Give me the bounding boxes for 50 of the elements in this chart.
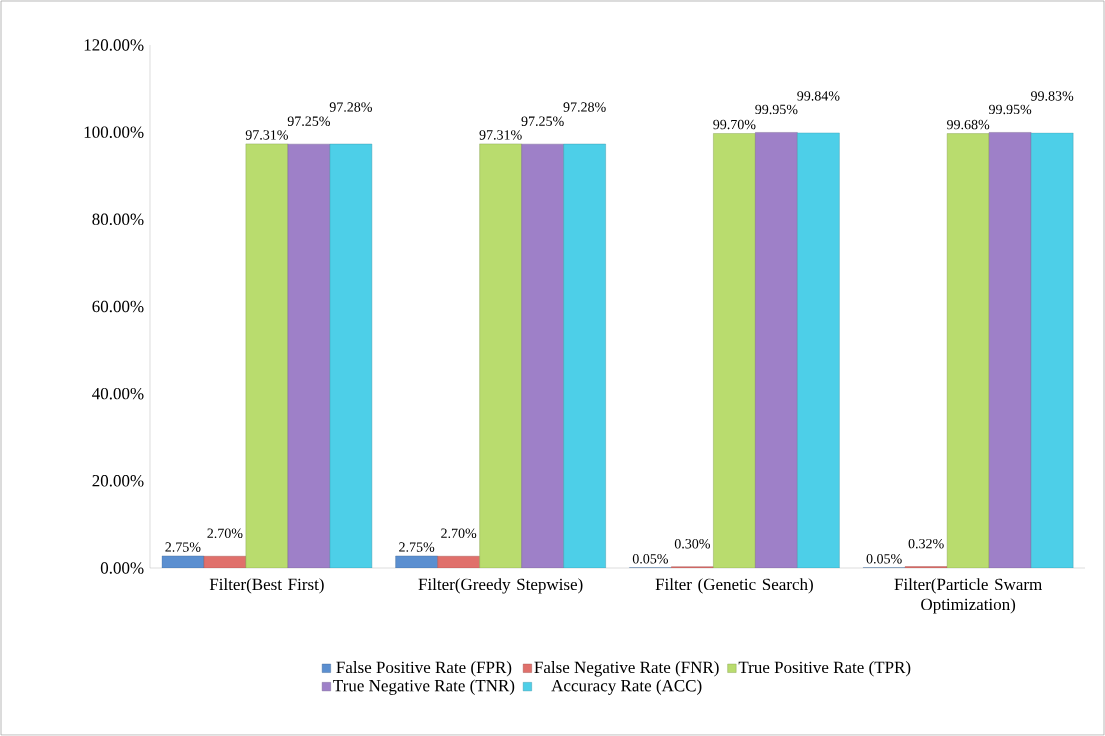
y-tick-label: 20.00% — [92, 475, 144, 487]
data-label: 0.05% — [866, 554, 902, 564]
data-label: 97.28% — [563, 102, 606, 112]
legend-label: True Negative Rate (TNR) — [333, 679, 515, 695]
y-tick-label: 0.00% — [100, 562, 144, 574]
y-tick-label: 60.00% — [92, 300, 144, 313]
data-label: 97.25% — [287, 116, 330, 126]
data-label: 97.31% — [479, 130, 522, 140]
bar — [563, 143, 606, 568]
y-tick-label: 80.00% — [92, 213, 144, 226]
x-tick-label: Filter (Genetic Search) — [655, 578, 813, 594]
data-label: 99.83% — [1031, 91, 1074, 101]
bar — [245, 143, 289, 568]
data-label: 99.84% — [797, 91, 840, 101]
legend-label: False Positive Rate (FPR) — [336, 661, 512, 677]
data-label: 0.05% — [632, 554, 668, 564]
data-label: 99.95% — [755, 104, 798, 115]
data-label: 97.28% — [329, 102, 372, 112]
y-tick-label: 120.00% — [84, 39, 144, 51]
bar — [521, 143, 564, 568]
data-label: 99.68% — [947, 119, 990, 130]
y-tick-label: 40.00% — [92, 387, 144, 400]
data-label: 2.70% — [441, 528, 477, 539]
data-label: 99.70% — [713, 119, 756, 130]
y-tick-label: 100.00% — [84, 126, 144, 138]
bar — [797, 132, 840, 568]
data-label: 97.25% — [521, 116, 564, 126]
data-label: 2.70% — [207, 528, 243, 539]
bar — [329, 143, 373, 568]
bar — [755, 132, 798, 568]
bar — [988, 132, 1032, 568]
data-label: 99.95% — [989, 104, 1032, 115]
data-label: 0.32% — [908, 538, 944, 549]
legend-label: False Negative Rate (FNR) — [534, 661, 719, 677]
x-tick-label: Filter(Greedy Stepwise) — [418, 578, 583, 594]
bar — [946, 133, 990, 568]
bar — [479, 143, 522, 568]
bar — [1030, 132, 1074, 568]
bar — [395, 555, 438, 568]
x-tick-label: Filter(Best First) — [209, 578, 324, 594]
data-label: 2.75% — [165, 542, 201, 552]
x-tick-label: Filter(Particle Swarm Optimization) — [894, 578, 1042, 614]
legend-label: True Positive Rate (TPR) — [738, 661, 911, 677]
bar — [161, 555, 205, 568]
bar — [713, 133, 756, 568]
data-label: 0.30% — [674, 538, 710, 549]
data-label: 2.75% — [399, 542, 435, 552]
data-label: 97.31% — [245, 130, 288, 140]
bar — [287, 143, 331, 568]
legend-label: Accuracy Rate (ACC) — [551, 679, 702, 695]
